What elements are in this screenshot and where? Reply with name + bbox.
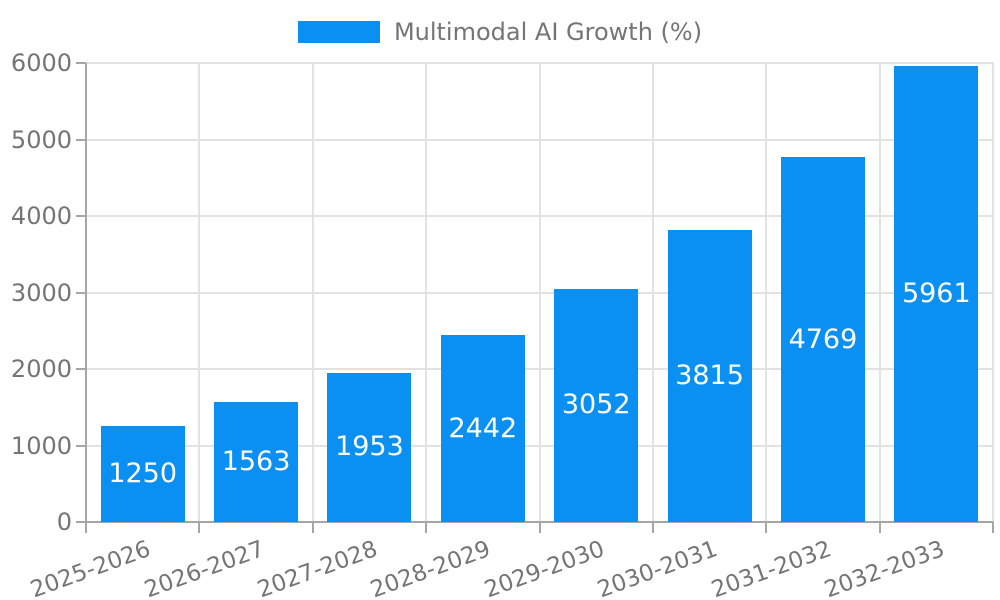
gridline-vertical <box>765 63 768 522</box>
x-axis-line <box>86 521 993 523</box>
x-tick-label: 2030-2031 <box>594 536 722 600</box>
bar-2028-2029[interactable] <box>440 335 525 522</box>
x-axis-tick <box>538 522 541 533</box>
bar-2031-2032[interactable] <box>780 157 865 522</box>
bar-value-label: 1563 <box>221 446 291 478</box>
bar-value-label: 2442 <box>448 412 518 444</box>
y-axis-line <box>85 63 87 533</box>
bar-value-label: 3052 <box>561 389 631 421</box>
bar-value-label: 5961 <box>901 277 971 309</box>
y-axis-tick <box>76 138 86 141</box>
y-axis-tick <box>76 521 86 523</box>
bar-2026-2027[interactable] <box>214 402 299 522</box>
bar-2032-2033[interactable] <box>894 65 979 522</box>
bar-2027-2028[interactable] <box>327 372 412 522</box>
gridline-vertical <box>878 63 881 522</box>
bar-2030-2031[interactable] <box>667 230 752 522</box>
x-axis-tick <box>425 522 428 533</box>
gridline-vertical <box>538 63 541 522</box>
gridline-vertical <box>651 63 654 522</box>
bar-value-label: 4769 <box>788 323 858 355</box>
x-tick-label: 2027-2028 <box>254 536 381 600</box>
x-tick-label: 2031-2032 <box>707 536 835 600</box>
x-axis-tick <box>765 522 768 533</box>
y-tick-label: 1000 <box>10 431 72 460</box>
y-tick-label: 4000 <box>10 202 72 230</box>
y-tick-label: 5000 <box>10 125 72 154</box>
y-axis-tick <box>76 215 86 217</box>
y-tick-label: 0 <box>56 508 72 536</box>
y-tick-label: 2000 <box>10 355 72 383</box>
legend-label: Multimodal AI Growth (%) <box>393 18 703 46</box>
x-tick-label: 2032-2033 <box>821 536 948 600</box>
y-tick-label: 6000 <box>10 49 72 77</box>
x-axis-tick <box>992 522 994 533</box>
bar-value-label: 1953 <box>335 431 404 463</box>
bar-2025-2026[interactable] <box>100 426 185 522</box>
y-axis-tick <box>76 291 86 294</box>
x-tick-label: 2025-2026 <box>27 536 155 600</box>
x-axis-tick <box>311 522 314 533</box>
gridline-vertical <box>425 63 428 522</box>
x-axis-tick <box>198 522 201 533</box>
gridline-vertical <box>198 63 201 522</box>
gridline-vertical <box>311 63 314 522</box>
y-axis-tick <box>76 444 86 447</box>
legend-item[interactable]: Multimodal AI Growth (%) <box>0 18 1000 46</box>
x-tick-label: 2029-2030 <box>481 536 608 600</box>
x-tick-label: 2026-2027 <box>140 536 268 600</box>
y-tick-label: 3000 <box>10 278 72 307</box>
y-axis-tick <box>76 62 86 64</box>
gridline-vertical <box>992 63 994 522</box>
bar-value-label: 3815 <box>675 360 744 392</box>
x-tick-label: 2028-2029 <box>367 536 495 600</box>
y-axis-tick <box>76 368 86 370</box>
x-axis-tick <box>651 522 654 533</box>
bar-value-label: 1250 <box>108 458 178 490</box>
legend-swatch <box>297 21 380 43</box>
x-axis-tick <box>878 522 881 533</box>
bar-2029-2030[interactable] <box>554 288 639 522</box>
